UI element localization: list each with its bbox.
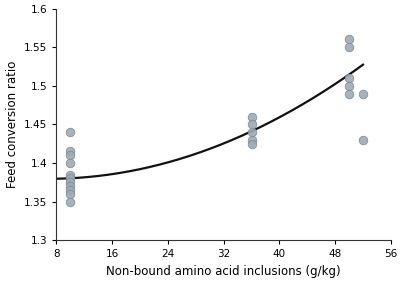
- Point: [248, 141, 255, 146]
- Point: [346, 91, 352, 96]
- Point: [248, 130, 255, 134]
- Point: [360, 138, 366, 142]
- Point: [346, 37, 352, 42]
- Point: [248, 114, 255, 119]
- Point: [67, 172, 74, 177]
- Point: [67, 188, 74, 192]
- Point: [360, 91, 366, 96]
- Point: [67, 180, 74, 185]
- X-axis label: Non-bound amino acid inclusions (g/kg): Non-bound amino acid inclusions (g/kg): [106, 265, 341, 278]
- Point: [67, 176, 74, 181]
- Point: [248, 122, 255, 127]
- Point: [346, 76, 352, 80]
- Point: [346, 84, 352, 88]
- Point: [346, 45, 352, 49]
- Point: [67, 161, 74, 165]
- Point: [67, 199, 74, 204]
- Point: [248, 138, 255, 142]
- Point: [67, 153, 74, 158]
- Point: [67, 184, 74, 188]
- Point: [67, 130, 74, 134]
- Point: [67, 192, 74, 196]
- Point: [67, 149, 74, 154]
- Y-axis label: Feed conversion ratio: Feed conversion ratio: [6, 61, 19, 188]
